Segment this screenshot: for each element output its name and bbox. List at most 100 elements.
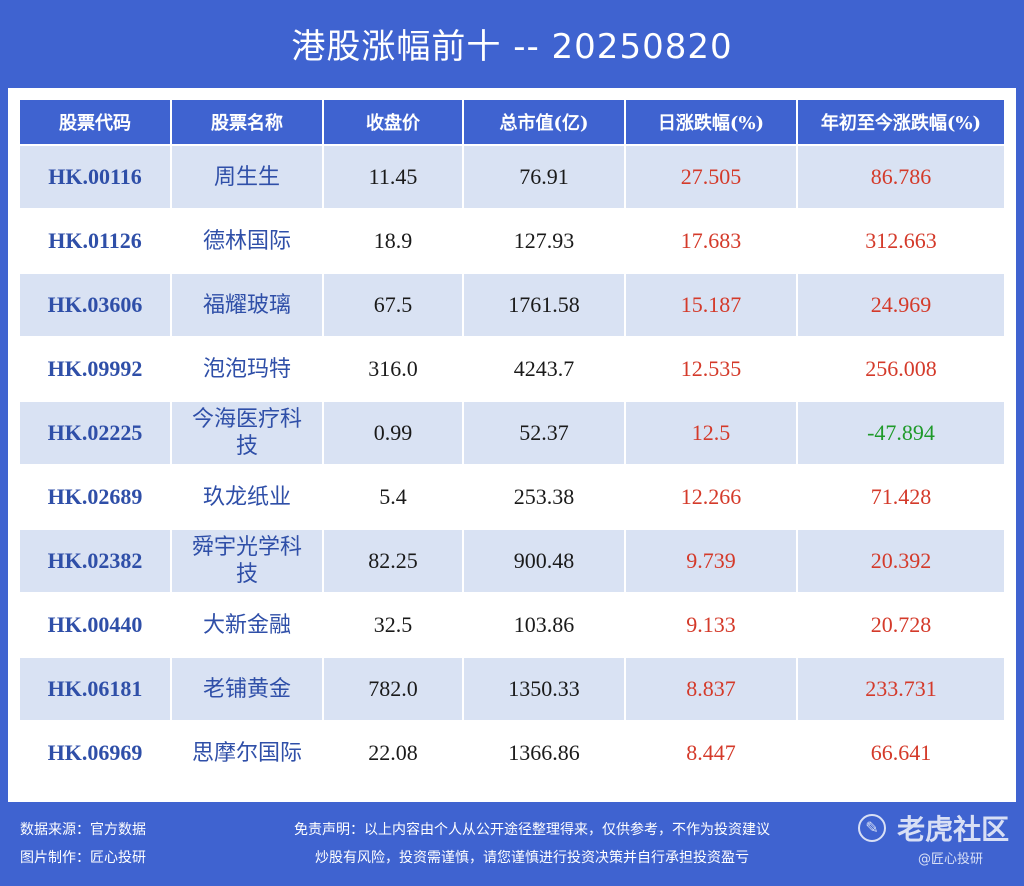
- disclaimer-line-2: 炒股有风险，投资需谨慎，请您谨慎进行投资决策并自行承担投资盈亏: [315, 850, 749, 866]
- cell-ytd-change: 312.663: [798, 210, 1004, 272]
- table-body: HK.00116 周生生 11.45 76.91 27.505 86.786 HK.0112…: [20, 146, 1004, 784]
- cell-ytd-change: 66.641: [798, 722, 1004, 784]
- table-row: HK.06181 老铺黄金 782.0 1350.33 8.837 233.731: [20, 658, 1004, 720]
- cell-ytd-change: -47.894: [798, 402, 1004, 464]
- footer-left: 数据来源：官方数据 图片制作：匠心投研: [20, 816, 146, 872]
- data-source-text: 数据来源：官方数据: [20, 822, 146, 838]
- stock-table: 股票代码 股票名称 收盘价 总市值(亿) 日涨跌幅(%) 年初至今涨跌幅(%) …: [18, 98, 1006, 786]
- stock-name-text: 思摩尔国际: [191, 740, 302, 766]
- table-row: HK.02689 玖龙纸业 5.4 253.38 12.266 71.428: [20, 466, 1004, 528]
- cell-ytd-change: 24.969: [798, 274, 1004, 336]
- cell-daily-change: 12.266: [626, 466, 796, 528]
- cell-market-cap: 900.48: [464, 530, 624, 592]
- cell-code: HK.02382: [20, 530, 170, 592]
- table-row: HK.03606 福耀玻璃 67.5 1761.58 15.187 24.969: [20, 274, 1004, 336]
- table-row: HK.00440 大新金融 32.5 103.86 9.133 20.728: [20, 594, 1004, 656]
- tiger-community-logo-icon: ✎: [858, 814, 886, 842]
- cell-code: HK.01126: [20, 210, 170, 272]
- cell-daily-change: 9.739: [626, 530, 796, 592]
- cell-code: HK.06181: [20, 658, 170, 720]
- cell-ytd-change: 233.731: [798, 658, 1004, 720]
- stock-name-text: 泡泡玛特: [202, 356, 291, 382]
- table-row: HK.00116 周生生 11.45 76.91 27.505 86.786: [20, 146, 1004, 208]
- cell-market-cap: 103.86: [464, 594, 624, 656]
- cell-ytd-change: 256.008: [798, 338, 1004, 400]
- cell-daily-change: 12.5: [626, 402, 796, 464]
- cell-ytd-change: 86.786: [798, 146, 1004, 208]
- cell-market-cap: 1366.86: [464, 722, 624, 784]
- cell-close: 0.99: [324, 402, 462, 464]
- cell-ytd-change: 71.428: [798, 466, 1004, 528]
- cell-close: 22.08: [324, 722, 462, 784]
- cell-close: 11.45: [324, 146, 462, 208]
- cell-name: 周生生: [172, 146, 322, 208]
- cell-name: 思摩尔国际: [172, 722, 322, 784]
- stock-name-text: 周生生: [213, 164, 280, 190]
- cell-daily-change: 8.447: [626, 722, 796, 784]
- cell-ytd-change: 20.728: [798, 594, 1004, 656]
- cell-market-cap: 127.93: [464, 210, 624, 272]
- cell-close: 782.0: [324, 658, 462, 720]
- header-code: 股票代码: [20, 100, 170, 144]
- cell-code: HK.03606: [20, 274, 170, 336]
- cell-code: HK.02689: [20, 466, 170, 528]
- cell-name: 福耀玻璃: [172, 274, 322, 336]
- watermark-sub: @匠心投研: [918, 852, 984, 867]
- watermark-name: 老虎社区: [897, 813, 1010, 846]
- header-ytd-change: 年初至今涨跌幅(%): [798, 100, 1004, 144]
- cell-name: 老铺黄金: [172, 658, 322, 720]
- table-row: HK.02382 舜宇光学科技 82.25 900.48 9.739 20.392: [20, 530, 1004, 592]
- cell-daily-change: 9.133: [626, 594, 796, 656]
- table-row: HK.02225 今海医疗科技 0.99 52.37 12.5 -47.894: [20, 402, 1004, 464]
- cell-market-cap: 1761.58: [464, 274, 624, 336]
- cell-market-cap: 76.91: [464, 146, 624, 208]
- cell-daily-change: 27.505: [626, 146, 796, 208]
- cell-name: 大新金融: [172, 594, 322, 656]
- cell-name: 今海医疗科技: [172, 402, 322, 464]
- header-name: 股票名称: [172, 100, 322, 144]
- cell-market-cap: 253.38: [464, 466, 624, 528]
- cell-market-cap: 4243.7: [464, 338, 624, 400]
- stock-name-text: 今海医疗科技: [191, 407, 302, 459]
- cell-daily-change: 8.837: [626, 658, 796, 720]
- disclaimer-line-1: 免责声明：以上内容由个人从公开途径整理得来，仅供参考，不作为投资建议: [294, 822, 770, 838]
- cell-name: 德林国际: [172, 210, 322, 272]
- cell-market-cap: 1350.33: [464, 658, 624, 720]
- cell-code: HK.00440: [20, 594, 170, 656]
- table-row: HK.01126 德林国际 18.9 127.93 17.683 312.663: [20, 210, 1004, 272]
- cell-name: 舜宇光学科技: [172, 530, 322, 592]
- table-panel: 股票代码 股票名称 收盘价 总市值(亿) 日涨跌幅(%) 年初至今涨跌幅(%) …: [8, 88, 1016, 802]
- header-daily-change: 日涨跌幅(%): [626, 100, 796, 144]
- image-maker-text: 图片制作：匠心投研: [20, 850, 146, 866]
- table-row: HK.09992 泡泡玛特 316.0 4243.7 12.535 256.008: [20, 338, 1004, 400]
- cell-ytd-change: 20.392: [798, 530, 1004, 592]
- stock-name-text: 玖龙纸业: [202, 484, 291, 510]
- stock-name-text: 老铺黄金: [202, 676, 291, 702]
- cell-market-cap: 52.37: [464, 402, 624, 464]
- cell-code: HK.00116: [20, 146, 170, 208]
- cell-code: HK.09992: [20, 338, 170, 400]
- stock-name-text: 福耀玻璃: [202, 292, 291, 318]
- cell-close: 5.4: [324, 466, 462, 528]
- cell-name: 玖龙纸业: [172, 466, 322, 528]
- stock-name-text: 大新金融: [202, 612, 291, 638]
- cell-close: 316.0: [324, 338, 462, 400]
- cell-close: 82.25: [324, 530, 462, 592]
- cell-daily-change: 17.683: [626, 210, 796, 272]
- table-row: HK.06969 思摩尔国际 22.08 1366.86 8.447 66.641: [20, 722, 1004, 784]
- cell-daily-change: 15.187: [626, 274, 796, 336]
- table-header-row: 股票代码 股票名称 收盘价 总市值(亿) 日涨跌幅(%) 年初至今涨跌幅(%): [20, 100, 1004, 144]
- cell-close: 32.5: [324, 594, 462, 656]
- watermark: ✎ 老虎社区 @匠心投研: [858, 808, 1010, 867]
- cell-code: HK.02225: [20, 402, 170, 464]
- cell-daily-change: 12.535: [626, 338, 796, 400]
- header-close: 收盘价: [324, 100, 462, 144]
- cell-name: 泡泡玛特: [172, 338, 322, 400]
- header-market-cap: 总市值(亿): [464, 100, 624, 144]
- cell-close: 67.5: [324, 274, 462, 336]
- cell-code: HK.06969: [20, 722, 170, 784]
- page-title: 港股涨幅前十 -- 20250820: [291, 27, 733, 67]
- cell-close: 18.9: [324, 210, 462, 272]
- stock-name-text: 舜宇光学科技: [191, 535, 302, 587]
- stock-name-text: 德林国际: [202, 228, 291, 254]
